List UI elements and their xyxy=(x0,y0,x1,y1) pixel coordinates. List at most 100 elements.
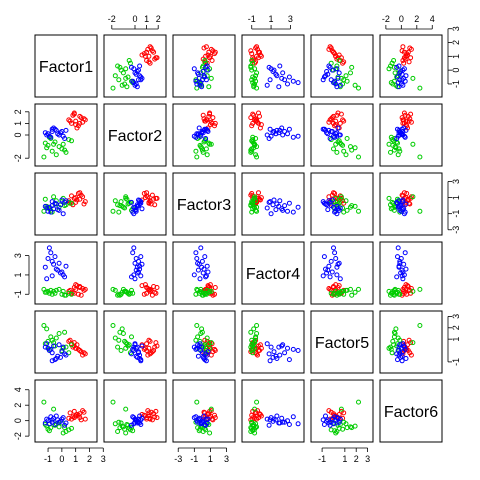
data-point xyxy=(417,286,423,292)
data-point xyxy=(123,430,129,436)
data-point xyxy=(250,137,256,143)
data-point xyxy=(356,399,361,405)
data-point xyxy=(254,399,260,405)
data-point xyxy=(69,342,74,348)
data-point xyxy=(250,60,256,66)
tick-label: 2 xyxy=(156,14,161,24)
data-point xyxy=(410,141,416,147)
data-point xyxy=(349,292,355,298)
data-point xyxy=(271,129,277,134)
data-point xyxy=(400,341,406,347)
data-point xyxy=(410,75,416,81)
data-point xyxy=(115,344,121,350)
data-point xyxy=(56,144,62,150)
data-point xyxy=(267,417,273,423)
data-point xyxy=(195,260,201,266)
data-point xyxy=(320,77,326,83)
data-point xyxy=(149,417,155,423)
data-point xyxy=(131,245,137,251)
data-point xyxy=(69,291,74,297)
data-point xyxy=(320,273,326,279)
data-point xyxy=(417,208,423,214)
data-point xyxy=(282,203,288,209)
data-point xyxy=(338,406,344,412)
data-point xyxy=(341,148,347,154)
data-point xyxy=(326,263,332,269)
data-point xyxy=(279,343,285,349)
data-point xyxy=(400,276,406,282)
data-point xyxy=(149,192,155,198)
data-point xyxy=(331,146,336,152)
data-point xyxy=(66,290,72,296)
data-point xyxy=(196,428,202,434)
data-point xyxy=(197,276,203,282)
data-point xyxy=(117,292,123,298)
data-point xyxy=(59,197,65,203)
data-point xyxy=(395,74,400,80)
data-point xyxy=(149,48,155,54)
data-point xyxy=(320,126,326,132)
tick-label: 3 xyxy=(451,26,461,31)
panel-2-1 xyxy=(34,103,98,167)
data-point xyxy=(82,286,88,292)
panel-4-5 xyxy=(310,241,374,305)
data-point xyxy=(295,80,301,86)
panel-frame xyxy=(172,172,236,236)
data-point xyxy=(391,138,397,144)
data-point xyxy=(146,410,152,416)
data-point xyxy=(129,334,134,340)
data-point xyxy=(332,290,338,296)
data-point xyxy=(250,350,256,356)
data-point xyxy=(51,406,57,412)
data-point xyxy=(388,134,394,140)
data-point xyxy=(394,274,400,280)
data-point xyxy=(77,285,83,290)
panel-frame xyxy=(241,241,305,305)
panel-1-1: Factor1 xyxy=(34,34,98,98)
data-point xyxy=(48,209,54,215)
data-point xyxy=(356,154,361,160)
data-point xyxy=(154,285,160,290)
data-point xyxy=(191,272,197,278)
data-point xyxy=(286,422,292,427)
data-point xyxy=(49,126,55,132)
data-point xyxy=(67,118,73,124)
data-point xyxy=(41,154,47,160)
data-point xyxy=(118,420,124,426)
tick-label: 2 xyxy=(451,325,461,330)
data-point xyxy=(202,410,208,416)
data-point xyxy=(199,292,205,298)
data-point xyxy=(199,264,205,270)
data-point xyxy=(46,245,52,251)
data-point xyxy=(194,323,200,328)
data-point xyxy=(204,152,210,158)
data-point xyxy=(252,340,258,346)
data-point xyxy=(205,67,211,73)
data-point xyxy=(134,270,140,276)
data-point xyxy=(138,254,144,260)
tick-label: 1 xyxy=(13,121,23,126)
data-point xyxy=(119,82,125,88)
panel-frame xyxy=(34,241,98,305)
data-point xyxy=(394,64,400,70)
data-point xyxy=(203,117,209,123)
data-point xyxy=(42,420,48,426)
data-point xyxy=(119,203,125,209)
data-point xyxy=(71,408,77,414)
data-point xyxy=(392,286,398,292)
data-point xyxy=(210,115,216,121)
data-point xyxy=(349,147,355,153)
panel-3-4 xyxy=(241,172,305,236)
data-point xyxy=(62,274,68,280)
data-point xyxy=(253,136,259,141)
data-point xyxy=(250,134,256,140)
data-point xyxy=(349,64,355,70)
data-point xyxy=(264,416,270,422)
data-point xyxy=(329,67,335,73)
panel-3-1 xyxy=(34,172,98,236)
data-point xyxy=(193,250,199,256)
data-point xyxy=(71,195,77,201)
data-point xyxy=(277,198,283,204)
data-point xyxy=(327,136,333,141)
